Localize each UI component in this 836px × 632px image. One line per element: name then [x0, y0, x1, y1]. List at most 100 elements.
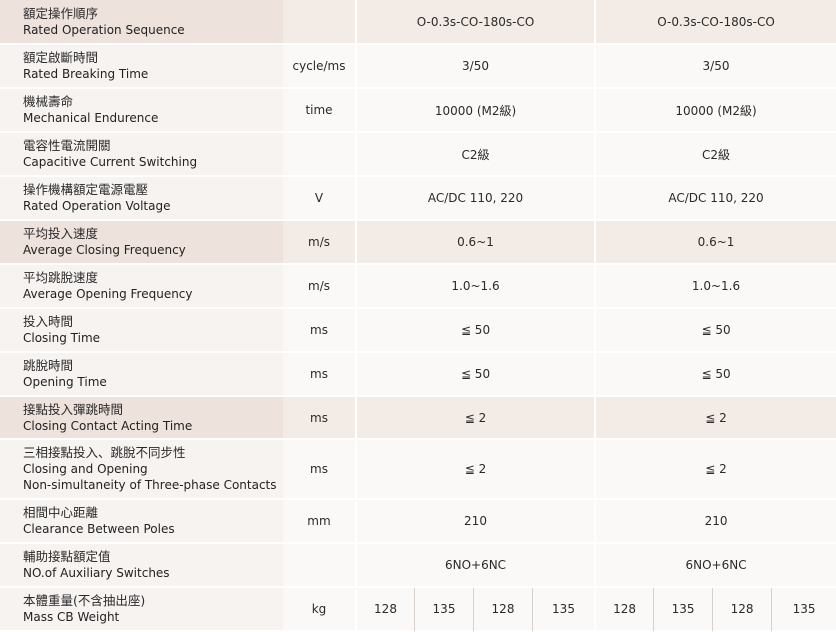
row-label: 額定啟斷時間 Rated Breaking Time — [0, 45, 283, 89]
weight-value: 135 — [532, 588, 595, 632]
label-zh: 操作機構額定電源電壓 — [23, 182, 149, 197]
value-cell-b: AC/DC 110, 220 — [594, 177, 836, 221]
value-cell-b: 10000 (M2級) — [594, 89, 836, 133]
row-label: 接點投入彈跳時間 Closing Contact Acting Time — [0, 397, 283, 440]
table-row: 平均投入速度 Average Closing Frequency m/s 0.6~… — [0, 221, 836, 265]
label-en: Closing Time — [23, 331, 101, 345]
unit-cell — [283, 544, 355, 588]
label-en: Rated Breaking Time — [23, 67, 149, 81]
value-cell-a: 10000 (M2級) — [355, 89, 595, 133]
label-zh: 額定操作順序 — [23, 5, 99, 21]
label-zh: 三相接點投入、跳脫不同步性 — [23, 445, 186, 460]
label-en: Clearance Between Poles — [23, 522, 175, 536]
label-en: Rated Operation Voltage — [23, 199, 171, 213]
value-cell-b: O-0.3s-CO-180s-CO — [594, 0, 836, 45]
value-cell-a: 1.0~1.6 — [355, 265, 595, 309]
table-row: 額定啟斷時間 Rated Breaking Time cycle/ms 3/50 … — [0, 45, 836, 89]
label-en: Average Closing Frequency — [23, 243, 186, 257]
label-zh: 平均跳脫速度 — [23, 270, 99, 285]
row-label: 平均投入速度 Average Closing Frequency — [0, 221, 283, 265]
label-zh: 相間中心距離 — [23, 505, 99, 520]
value-cell-b: ≦ 50 — [594, 353, 836, 397]
label-en: Capacitive Current Switching — [23, 155, 198, 169]
row-label: 機械壽命 Mechanical Endurence — [0, 89, 283, 133]
weight-value: 135 — [771, 588, 836, 632]
value-cell-b: ≦ 2 — [594, 440, 836, 500]
value-cell-a: ≦ 2 — [355, 397, 595, 440]
table-row: 相間中心距離 Clearance Between Poles mm 210 210 — [0, 500, 836, 544]
unit-cell — [283, 0, 355, 45]
weight-row: 本體重量(不含抽出座) Mass CB Weight kg 128 135 128… — [0, 588, 836, 632]
table-row: 輔助接點額定值 NO.of Auxiliary Switches 6NO+6NC … — [0, 544, 836, 588]
value-cell-a: 0.6~1 — [355, 221, 595, 265]
label-en: Mechanical Endurence — [23, 111, 159, 125]
row-label: 投入時間 Closing Time — [0, 309, 283, 353]
label-zh: 輔助接點額定值 — [23, 549, 111, 564]
value-cell-b: 1.0~1.6 — [594, 265, 836, 309]
label-zh: 接點投入彈跳時間 — [23, 401, 124, 417]
row-label: 操作機構額定電源電壓 Rated Operation Voltage — [0, 177, 283, 221]
value-cell-a: ≦ 2 — [355, 440, 595, 500]
value-cell-b: C2級 — [594, 133, 836, 177]
label-en: NO.of Auxiliary Switches — [23, 566, 170, 580]
label-en: Closing Contact Acting Time — [23, 418, 193, 433]
label-zh: 平均投入速度 — [23, 226, 99, 241]
label-zh: 額定啟斷時間 — [23, 50, 99, 65]
row-label: 平均跳脫速度 Average Opening Frequency — [0, 265, 283, 309]
unit-cell: cycle/ms — [283, 45, 355, 89]
row-label: 三相接點投入、跳脫不同步性 Closing and Opening Non-simu… — [0, 440, 283, 500]
label-en-line2: Non-simultaneity of Three-phase Contacts — [23, 478, 277, 492]
label-en: Average Opening Frequency — [23, 287, 193, 301]
table-row: 操作機構額定電源電壓 Rated Operation Voltage V AC/D… — [0, 177, 836, 221]
value-cell-b: ≦ 50 — [594, 309, 836, 353]
table-row: 跳脫時間 Opening Time ms ≦ 50 ≦ 50 — [0, 353, 836, 397]
table-row: 平均跳脫速度 Average Opening Frequency m/s 1.0~… — [0, 265, 836, 309]
value-cell-a: ≦ 50 — [355, 353, 595, 397]
unit-cell: m/s — [283, 221, 355, 265]
unit-cell: time — [283, 89, 355, 133]
label-en: Opening Time — [23, 375, 107, 389]
value-cell-a: AC/DC 110, 220 — [355, 177, 595, 221]
table-row: 接點投入彈跳時間 Closing Contact Acting Time ms ≦… — [0, 397, 836, 440]
row-label: 額定操作順序 Rated Operation Sequence — [0, 0, 283, 45]
weight-value: 128 — [355, 588, 414, 632]
value-cell-a: 210 — [355, 500, 595, 544]
unit-cell: kg — [283, 588, 355, 632]
label-zh: 機械壽命 — [23, 94, 74, 109]
value-cell-a: O-0.3s-CO-180s-CO — [355, 0, 595, 45]
table-row: 額定操作順序 Rated Operation Sequence O-0.3s-CO… — [0, 0, 836, 45]
unit-cell: ms — [283, 353, 355, 397]
label-zh: 本體重量(不含抽出座) — [23, 593, 146, 608]
value-cell-b: 0.6~1 — [594, 221, 836, 265]
value-cell-b: 6NO+6NC — [594, 544, 836, 588]
label-en: Mass CB Weight — [23, 610, 120, 624]
label-en: Rated Operation Sequence — [23, 22, 185, 37]
value-cell-a: 6NO+6NC — [355, 544, 595, 588]
row-label: 本體重量(不含抽出座) Mass CB Weight — [0, 588, 283, 632]
value-cell-a: ≦ 50 — [355, 309, 595, 353]
table-row: 三相接點投入、跳脫不同步性 Closing and Opening Non-simu… — [0, 440, 836, 500]
value-cell-b: 210 — [594, 500, 836, 544]
table-row: 投入時間 Closing Time ms ≦ 50 ≦ 50 — [0, 309, 836, 353]
label-zh: 投入時間 — [23, 314, 74, 329]
value-cell-b: 3/50 — [594, 45, 836, 89]
unit-cell: ms — [283, 397, 355, 440]
unit-cell: V — [283, 177, 355, 221]
unit-cell — [283, 133, 355, 177]
weight-value: 135 — [653, 588, 713, 632]
unit-cell: m/s — [283, 265, 355, 309]
value-cell-b: ≦ 2 — [594, 397, 836, 440]
row-label: 跳脫時間 Opening Time — [0, 353, 283, 397]
row-label: 相間中心距離 Clearance Between Poles — [0, 500, 283, 544]
table-row: 機械壽命 Mechanical Endurence time 10000 (M2級… — [0, 89, 836, 133]
row-label: 輔助接點額定值 NO.of Auxiliary Switches — [0, 544, 283, 588]
weight-value: 128 — [473, 588, 532, 632]
weight-value: 128 — [712, 588, 772, 632]
label-en: Closing and Opening — [23, 462, 148, 476]
label-zh: 跳脫時間 — [23, 358, 74, 373]
weight-value: 135 — [414, 588, 473, 632]
unit-cell: ms — [283, 309, 355, 353]
unit-cell: ms — [283, 440, 355, 500]
